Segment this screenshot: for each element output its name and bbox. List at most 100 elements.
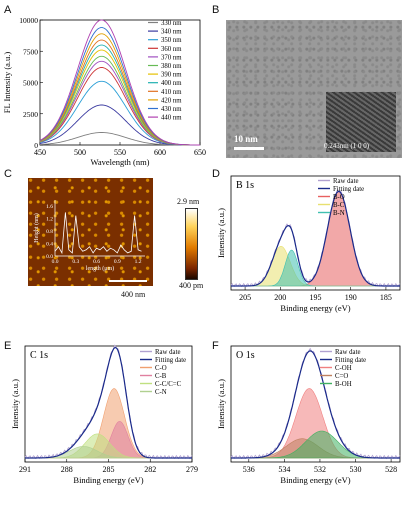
legend-label: B-N xyxy=(333,210,345,217)
component-peak xyxy=(231,249,400,287)
profile-y-tick-label: 0.4 xyxy=(46,242,53,248)
legend-label: C-OH xyxy=(335,365,352,372)
profile-y-tick-label: 0.8 xyxy=(46,229,53,235)
plot-frame xyxy=(230,345,401,463)
component-peak xyxy=(231,430,400,459)
legend-label: 430 nm xyxy=(161,106,182,113)
legend-label: Fitting date xyxy=(335,357,366,364)
legend-label: 330 nm xyxy=(161,20,182,27)
fitting-line xyxy=(25,346,192,459)
afm-scalebar xyxy=(109,280,147,282)
legend-label: Raw date xyxy=(333,178,358,185)
x-tick-label: 550 xyxy=(114,148,126,157)
x-tick-label: 205 xyxy=(239,293,251,302)
legend-label: Raw date xyxy=(335,349,360,356)
profile-x-label: length (μm) xyxy=(86,265,114,272)
x-tick-label: 650 xyxy=(194,148,206,157)
legend-label: 410 nm xyxy=(161,89,182,96)
lattice-label: 0.243nm (1 0 0) xyxy=(324,142,370,150)
legend-label: 370 nm xyxy=(161,54,182,61)
legend-label: B-O xyxy=(333,194,345,201)
panel-letter-a: A xyxy=(4,4,12,16)
legend-label: C-O xyxy=(155,365,167,372)
y-tick-label: 10000 xyxy=(19,16,38,25)
x-axis-label: Binding energy (eV) xyxy=(73,475,143,485)
legend-label: 340 nm xyxy=(161,29,182,36)
legend-label: B-OH xyxy=(335,381,352,388)
x-tick-label: 285 xyxy=(103,465,115,474)
legend-label: 440 nm xyxy=(161,115,182,122)
panel-letter-e: E xyxy=(4,340,12,352)
profile-x-tick-label: 0.3 xyxy=(72,259,79,265)
x-tick-label: 200 xyxy=(274,293,286,302)
panel-letter-c: C xyxy=(4,168,12,180)
legend-label: C-N xyxy=(155,389,167,396)
x-tick-label: 282 xyxy=(144,465,156,474)
profile-y-label: Height (nm) xyxy=(33,213,40,243)
y-tick-label: 7500 xyxy=(23,47,38,56)
legend-label: Fitting date xyxy=(333,186,364,193)
profile-x-tick-label: 0.6 xyxy=(93,259,100,265)
y-axis-label: Intensity (a.u.) xyxy=(216,379,226,429)
x-axis-label: Binding energy (eV) xyxy=(280,303,350,313)
chart-a: 450 500 550 600 650 0 2500 5000 7500 10000 Wavelen… xyxy=(2,16,206,167)
legend-label: C=O xyxy=(335,373,348,380)
panel-letter-b: B xyxy=(212,4,220,16)
hrtem-inset: 0.243nm (1 0 0) xyxy=(324,92,396,152)
tem-image: 0.243nm (1 0 0) 10 nm xyxy=(226,20,402,158)
x-tick-label: 291 xyxy=(19,465,31,474)
profile-x-tick-label: 0.9 xyxy=(114,259,121,265)
profile-y-tick-label: 1.2 xyxy=(46,217,53,223)
x-tick-label: 500 xyxy=(74,148,86,157)
y-axis-label: Intensity (a.u.) xyxy=(10,379,20,429)
profile-y-tick-label: 0.0 xyxy=(46,254,53,260)
legend-label: Fitting date xyxy=(155,357,186,364)
series-line xyxy=(39,19,200,146)
y-axis-label: FL Intensity (a.u.) xyxy=(2,52,12,114)
afm-scalebar-label: 400 nm xyxy=(121,290,146,299)
legend-label: 420 nm xyxy=(161,97,182,104)
panel-letter-f: F xyxy=(212,340,219,352)
x-axis-label: Wavelength (nm) xyxy=(90,157,149,167)
afm-colorbar xyxy=(185,208,198,280)
legend-label: Raw date xyxy=(155,349,180,356)
legend-label: C-B xyxy=(155,373,167,380)
legend-label: 390 nm xyxy=(161,72,182,79)
profile-line xyxy=(54,212,142,255)
spectrum-title: B 1s xyxy=(236,180,254,191)
fitting-line xyxy=(231,190,400,287)
x-axis-label: Binding energy (eV) xyxy=(280,475,350,485)
y-tick-label: 0 xyxy=(34,141,38,150)
colorbar-top-label: 2.9 nm xyxy=(177,197,200,206)
y-axis-label: Intensity (a.u.) xyxy=(216,208,226,258)
spectrum-title: O 1s xyxy=(236,350,255,361)
x-tick-label: 600 xyxy=(154,148,166,157)
colorbar-bottom-label: 400 pm xyxy=(179,281,204,290)
profile-x-tick-label: 0.0 xyxy=(52,259,59,265)
spectrum-title: C 1s xyxy=(30,350,48,361)
legend-label: 400 nm xyxy=(161,80,182,87)
x-tick-label: 534 xyxy=(278,465,290,474)
tem-scalebar xyxy=(234,147,264,150)
legend-label: 360 nm xyxy=(161,46,182,53)
afm-image xyxy=(28,178,153,286)
profile-x-tick-label: 1.2 xyxy=(135,259,142,265)
legend-label: B-C xyxy=(333,202,345,209)
x-tick-label: 450 xyxy=(34,148,46,157)
x-tick-label: 279 xyxy=(186,465,198,474)
afm-height-profile: 0.0 0.4 0.8 1.2 1.6 0.0 0.3 0.6 0.9 1.2 length (μm… xyxy=(33,200,145,272)
legend-label: 350 nm xyxy=(161,37,182,44)
y-tick-label: 5000 xyxy=(23,79,38,88)
x-tick-label: 532 xyxy=(314,465,326,474)
x-tick-label: 185 xyxy=(380,293,392,302)
x-tick-label: 530 xyxy=(350,465,362,474)
panel-letter-d: D xyxy=(212,168,220,180)
legend-label: C-C/C=C xyxy=(155,381,182,388)
x-tick-label: 536 xyxy=(243,465,255,474)
legend-label: 380 nm xyxy=(161,63,182,70)
x-tick-label: 195 xyxy=(310,293,322,302)
x-tick-label: 528 xyxy=(385,465,397,474)
